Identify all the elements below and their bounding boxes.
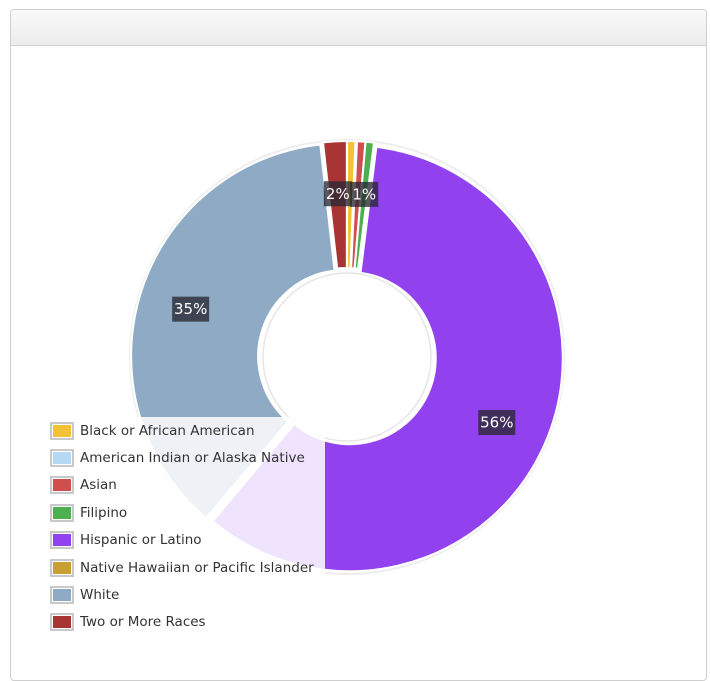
legend-swatch-fill <box>53 452 71 465</box>
data-label-text: 35% <box>174 300 207 318</box>
legend-item-hispanic-or-latino[interactable]: Hispanic or Latino <box>50 527 325 554</box>
data-label-text: 2% <box>326 185 350 203</box>
legend-item-american-indian-or-alaska-native[interactable]: American Indian or Alaska Native <box>50 444 325 471</box>
legend-swatch-fill <box>53 424 71 437</box>
donut-hole <box>262 272 432 442</box>
legend-swatch-fill <box>53 506 71 519</box>
legend-item-asian[interactable]: Asian <box>50 472 325 499</box>
legend-swatch <box>50 476 74 495</box>
data-label-filipino: 1% <box>350 181 379 207</box>
legend-item-filipino[interactable]: Filipino <box>50 499 325 526</box>
legend-swatch-fill <box>53 616 71 629</box>
data-label-background <box>172 296 210 322</box>
legend-label: White <box>80 587 120 604</box>
data-label-hispanic-or-latino: 56% <box>478 410 516 436</box>
legend-swatch <box>50 449 74 468</box>
legend-swatch <box>50 586 74 605</box>
legend-item-black-or-african-american[interactable]: Black or African American <box>50 417 325 444</box>
legend-label: Black or African American <box>80 422 255 439</box>
legend-label: Asian <box>80 477 117 494</box>
legend-swatch <box>50 421 74 440</box>
legend-label: Hispanic or Latino <box>80 532 202 549</box>
legend-swatch <box>50 558 74 577</box>
legend-swatch-fill <box>53 534 71 547</box>
data-label-two-or-more-races: 2% <box>323 181 352 207</box>
legend-swatch <box>50 531 74 550</box>
data-label-white: 35% <box>172 296 210 322</box>
legend-label: Two or More Races <box>80 614 206 631</box>
data-label-background <box>350 181 379 207</box>
legend-label: Native Hawaiian or Pacific Islander <box>80 559 314 576</box>
chart-legend: Black or African American American Indian… <box>50 417 325 637</box>
legend-swatch-fill <box>53 479 71 492</box>
legend-label: Filipino <box>80 504 128 521</box>
data-label-background <box>323 181 352 207</box>
legend-label: American Indian or Alaska Native <box>80 450 305 467</box>
legend-swatch-fill <box>53 561 71 574</box>
legend-swatch <box>50 613 74 632</box>
data-label-text: 1% <box>352 185 376 203</box>
legend-swatch <box>50 503 74 522</box>
legend-item-white[interactable]: White <box>50 581 325 608</box>
data-label-background <box>478 410 516 436</box>
panel-header <box>11 10 706 46</box>
legend-swatch-fill <box>53 589 71 602</box>
legend-item-native-hawaiian-or-pacific-islander[interactable]: Native Hawaiian or Pacific Islander <box>50 554 325 581</box>
data-label-text: 56% <box>480 414 513 432</box>
legend-item-two-or-more-races[interactable]: Two or More Races <box>50 609 325 636</box>
